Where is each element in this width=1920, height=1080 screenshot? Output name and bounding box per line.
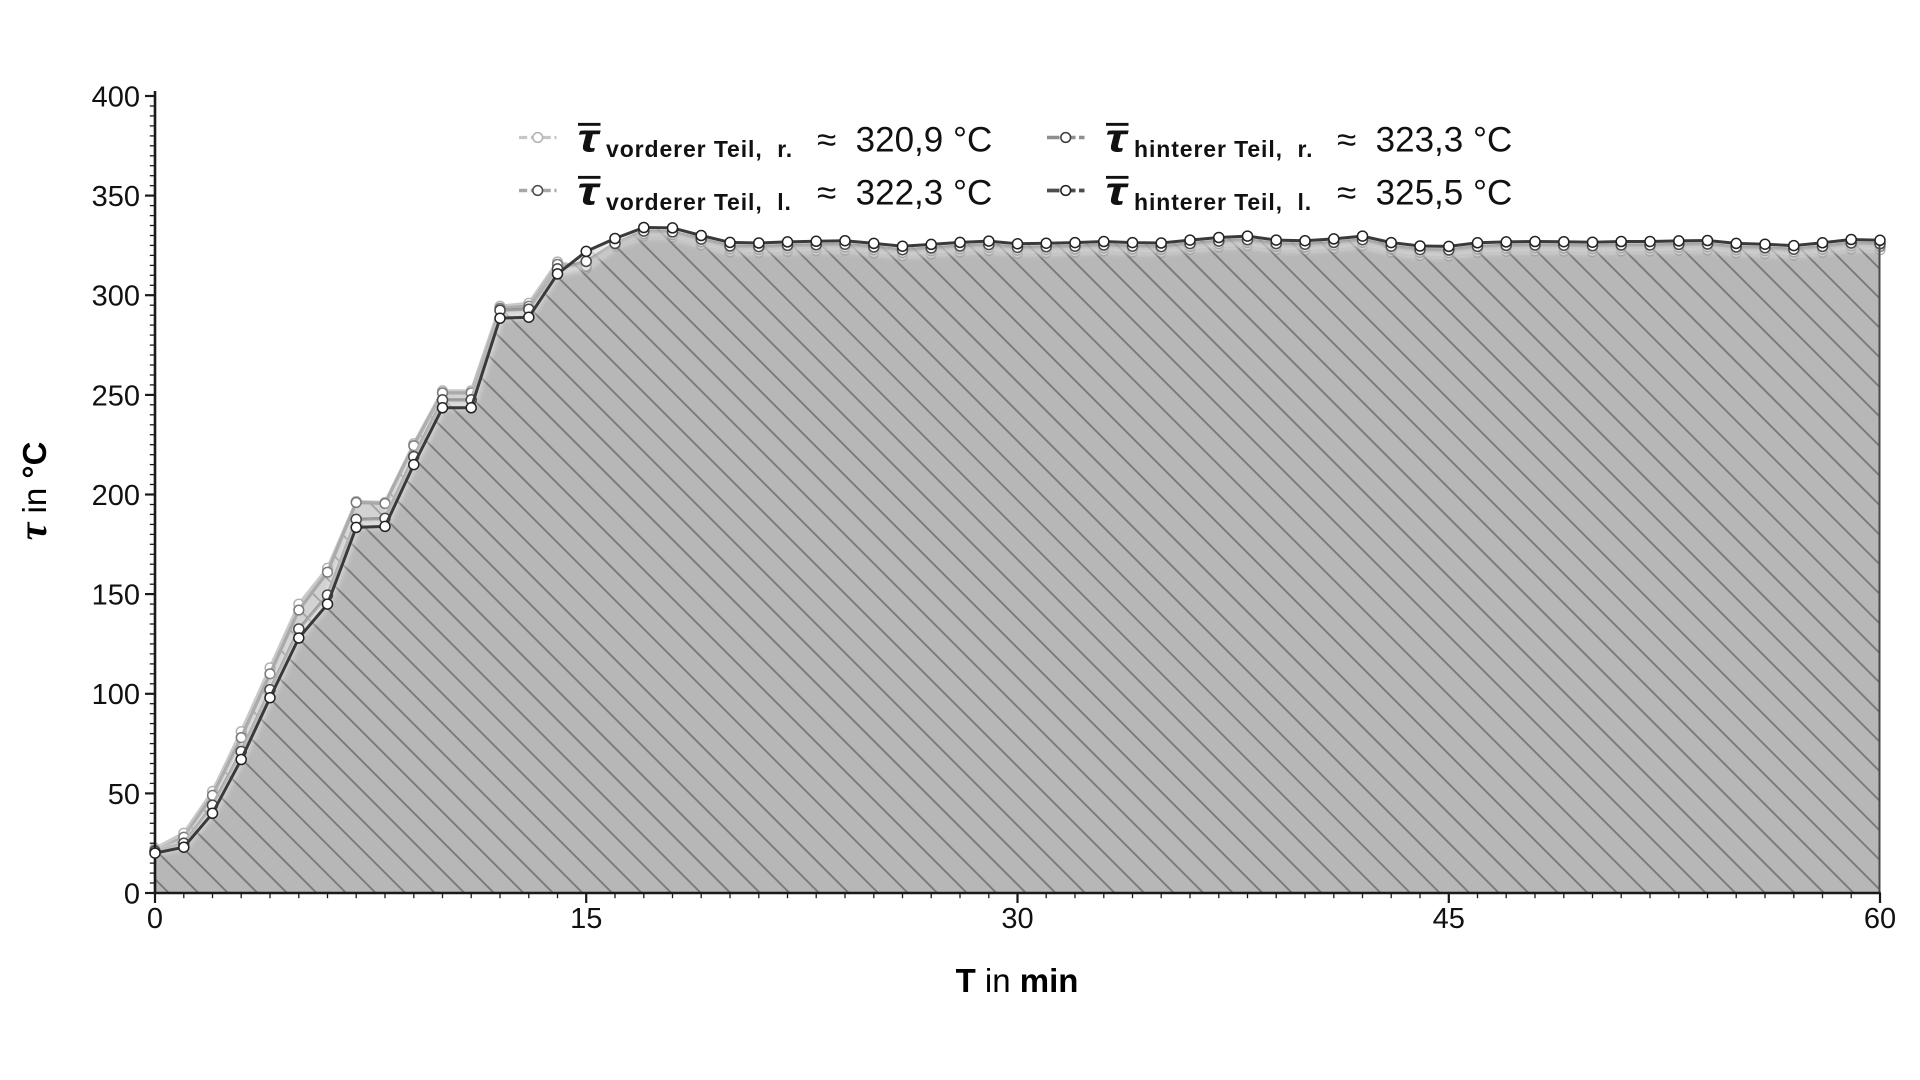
svg-text:150: 150	[92, 580, 140, 612]
svg-text:≈ 325,5 °C: ≈ 325,5 °C	[1337, 174, 1512, 213]
svg-text:400: 400	[92, 81, 140, 113]
svg-text:hinterer Teil, l.: hinterer Teil, l.	[1134, 189, 1312, 215]
svg-text:T in min: T in min	[956, 962, 1079, 999]
svg-text:τ: τ	[1106, 170, 1130, 214]
svg-text:0: 0	[124, 878, 140, 910]
svg-text:50: 50	[108, 779, 140, 811]
svg-text:350: 350	[92, 181, 140, 213]
svg-text:≈ 322,3 °C: ≈ 322,3 °C	[817, 174, 992, 213]
svg-text:τ: τ	[578, 117, 602, 161]
svg-text:250: 250	[92, 380, 140, 412]
svg-text:≈ 323,3 °C: ≈ 323,3 °C	[1337, 121, 1512, 160]
svg-text:vorderer Teil, l.: vorderer Teil, l.	[606, 189, 792, 215]
svg-text:15: 15	[570, 903, 602, 935]
svg-text:200: 200	[92, 480, 140, 512]
svg-text:60: 60	[1864, 903, 1896, 935]
svg-text:30: 30	[1001, 903, 1033, 935]
svg-text:100: 100	[92, 679, 140, 711]
svg-text:0: 0	[147, 903, 163, 935]
svg-text:300: 300	[92, 281, 140, 313]
svg-text:45: 45	[1433, 903, 1465, 935]
svg-text:τ in °C: τ in °C	[10, 442, 55, 541]
svg-text:hinterer Teil, r.: hinterer Teil, r.	[1134, 136, 1313, 162]
svg-text:τ: τ	[1106, 117, 1130, 161]
svg-text:τ: τ	[578, 170, 602, 214]
svg-text:vorderer Teil, r.: vorderer Teil, r.	[606, 136, 793, 162]
svg-text:≈ 320,9 °C: ≈ 320,9 °C	[817, 121, 992, 160]
